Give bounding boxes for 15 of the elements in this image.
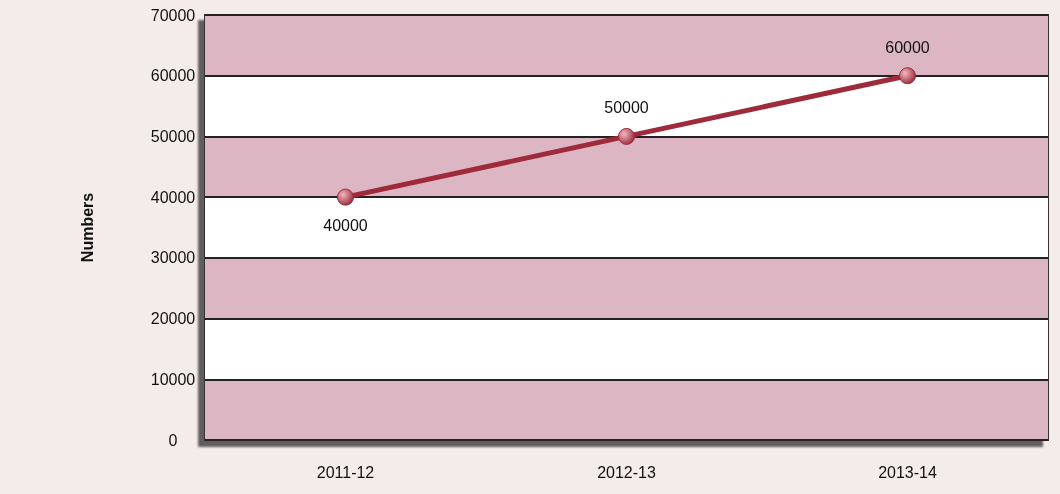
- x-tick-label: 2012-13: [597, 463, 656, 481]
- data-label: 40000: [323, 217, 368, 235]
- y-tick-label: 20000: [150, 310, 196, 328]
- y-tick-label: 60000: [150, 67, 196, 85]
- x-tick-label: 2013-14: [878, 463, 937, 481]
- y-axis-title: Numbers: [78, 192, 96, 263]
- y-tick-label: 50000: [150, 127, 196, 145]
- y-tick-label: 30000: [150, 249, 196, 267]
- y-tick-label: 40000: [150, 188, 196, 206]
- y-tick-label: 10000: [150, 370, 196, 388]
- data-label: 50000: [604, 99, 649, 117]
- y-tick-label: 0: [168, 431, 178, 449]
- x-tick-label: 2011-12: [316, 463, 375, 481]
- y-tick-label: 70000: [150, 6, 196, 24]
- data-label: 60000: [885, 38, 930, 56]
